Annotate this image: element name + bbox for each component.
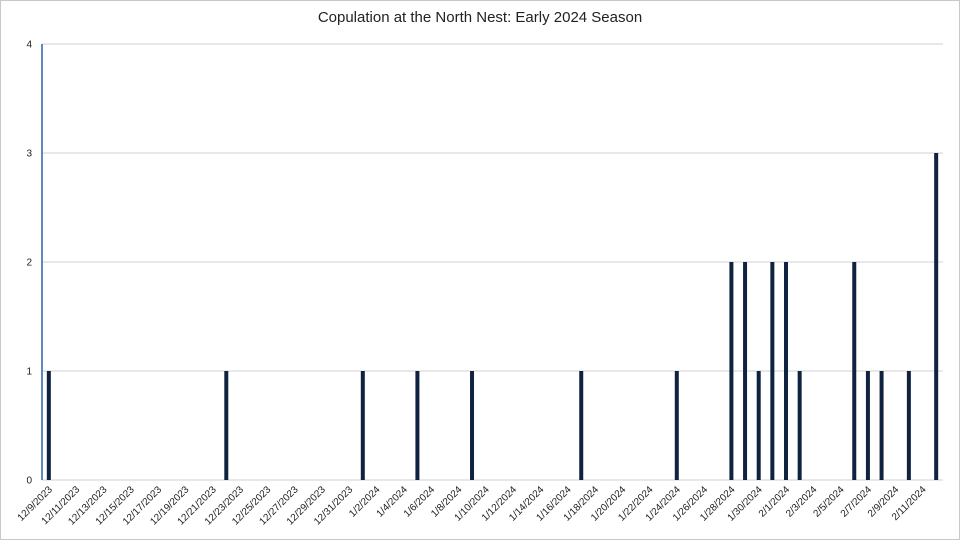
bar bbox=[756, 371, 761, 480]
bar bbox=[784, 262, 789, 480]
bar bbox=[797, 371, 802, 480]
bar bbox=[360, 371, 365, 480]
bar bbox=[906, 371, 911, 480]
bar bbox=[579, 371, 584, 480]
bar bbox=[743, 262, 748, 480]
bar bbox=[470, 371, 475, 480]
bar bbox=[729, 262, 734, 480]
bar bbox=[674, 371, 679, 480]
bar bbox=[852, 262, 857, 480]
chart-title: Copulation at the North Nest: Early 2024… bbox=[317, 9, 643, 26]
y-tick-label: 4 bbox=[26, 40, 32, 51]
bar bbox=[879, 371, 884, 480]
bar bbox=[934, 153, 939, 480]
bar bbox=[770, 262, 775, 480]
y-tick-label: 2 bbox=[26, 258, 32, 269]
bar bbox=[224, 371, 229, 480]
y-tick-label: 3 bbox=[26, 149, 32, 160]
y-tick-label: 1 bbox=[26, 367, 32, 378]
bar bbox=[415, 371, 420, 480]
bar bbox=[865, 371, 870, 480]
y-tick-label: 0 bbox=[26, 476, 32, 487]
bar bbox=[46, 371, 51, 480]
